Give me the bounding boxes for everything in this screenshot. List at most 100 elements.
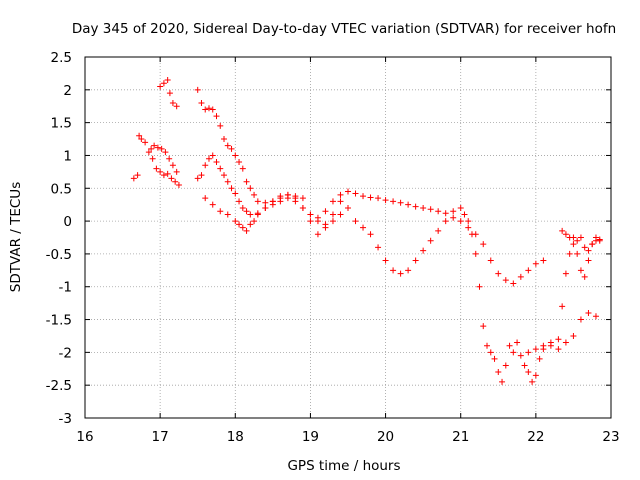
x-tick-label: 19 <box>302 429 319 445</box>
data-point <box>329 218 336 225</box>
data-point <box>221 172 228 179</box>
data-point <box>570 332 577 339</box>
data-point <box>461 211 468 218</box>
data-point <box>209 152 216 159</box>
data-point <box>472 250 479 257</box>
data-point <box>232 152 239 159</box>
data-point <box>148 145 155 152</box>
data-point <box>251 191 258 198</box>
y-tick-labels: 2.5 2 1.5 1 0.5 0 -0.5 -1 -1.5 -2 -2.5 -3 <box>46 50 72 427</box>
data-point <box>243 178 250 185</box>
data-point <box>468 231 475 238</box>
data-point <box>157 168 164 175</box>
data-point <box>521 362 528 369</box>
data-point <box>158 145 165 152</box>
data-point <box>239 224 246 231</box>
y-tick-label: -1 <box>59 280 72 296</box>
data-point <box>136 132 143 139</box>
data-point <box>160 80 167 87</box>
data-point <box>329 211 336 218</box>
plot-frame <box>84 56 612 419</box>
data-point <box>435 208 442 215</box>
data-point <box>243 208 250 215</box>
y-axis-label: SDTVAR / TECUs <box>8 182 24 292</box>
data-point <box>284 191 291 198</box>
data-point <box>217 208 224 215</box>
series-g <box>559 227 603 254</box>
data-point <box>269 198 276 205</box>
data-point <box>322 224 329 231</box>
data-point <box>239 165 246 172</box>
y-tick-label: 1 <box>63 148 72 164</box>
data-point <box>566 234 573 241</box>
data-point <box>352 218 359 225</box>
data-point <box>164 170 171 177</box>
data-point <box>442 210 449 217</box>
data-point <box>427 237 434 244</box>
data-point <box>337 198 344 205</box>
data-point <box>173 168 180 175</box>
data-point <box>442 218 449 225</box>
series-a1 <box>130 132 182 188</box>
data-point <box>247 221 254 228</box>
data-point <box>570 241 577 248</box>
series-f <box>525 234 603 356</box>
data-point <box>412 203 419 210</box>
y-tick-label: 2 <box>63 83 72 99</box>
data-point <box>480 323 487 330</box>
data-point <box>153 165 160 172</box>
data-point <box>213 159 220 166</box>
data-point <box>360 193 367 200</box>
x-tick-label: 21 <box>452 429 469 445</box>
y-tick-label: -2.5 <box>46 378 72 394</box>
data-point <box>277 193 284 200</box>
data-point <box>202 162 209 169</box>
data-point <box>247 211 254 218</box>
data-point <box>209 201 216 208</box>
data-point <box>592 237 599 244</box>
data-point <box>450 208 457 215</box>
x-tick-label: 16 <box>76 429 93 445</box>
y-tick-label: 0 <box>63 214 72 230</box>
data-point <box>160 172 167 179</box>
data-point <box>224 142 231 149</box>
data-point <box>307 218 314 225</box>
data-point <box>390 198 397 205</box>
data-point <box>532 260 539 267</box>
data-point <box>329 198 336 205</box>
data-point <box>532 372 539 379</box>
data-point <box>435 227 442 234</box>
data-point <box>162 149 169 156</box>
data-point <box>145 149 152 156</box>
data-point <box>236 221 243 228</box>
data-point <box>166 90 173 97</box>
data-point <box>487 257 494 264</box>
data-point <box>292 195 299 202</box>
data-point <box>566 250 573 257</box>
data-point <box>457 204 464 211</box>
data-point <box>205 155 212 162</box>
data-point <box>224 178 231 185</box>
data-point <box>540 257 547 264</box>
data-point <box>574 237 581 244</box>
data-point <box>194 86 201 93</box>
x-tick-labels: 16 17 18 19 20 21 22 23 <box>76 429 619 445</box>
y-tick-label: -2 <box>59 345 72 361</box>
x-tick-label: 23 <box>602 429 619 445</box>
data-point <box>532 346 539 353</box>
data-point <box>217 122 224 129</box>
x-tick-label: 18 <box>227 429 244 445</box>
y-tick-label: 2.5 <box>51 50 72 66</box>
data-point <box>506 342 513 349</box>
data-point <box>205 105 212 112</box>
y-tick-label: -3 <box>59 411 72 427</box>
data-point <box>529 378 536 385</box>
x-tick-label: 20 <box>377 429 394 445</box>
data-point <box>164 76 171 83</box>
data-point <box>589 241 596 248</box>
data-point <box>487 349 494 356</box>
data-point <box>390 267 397 274</box>
data-point <box>540 342 547 349</box>
data-point <box>465 224 472 231</box>
